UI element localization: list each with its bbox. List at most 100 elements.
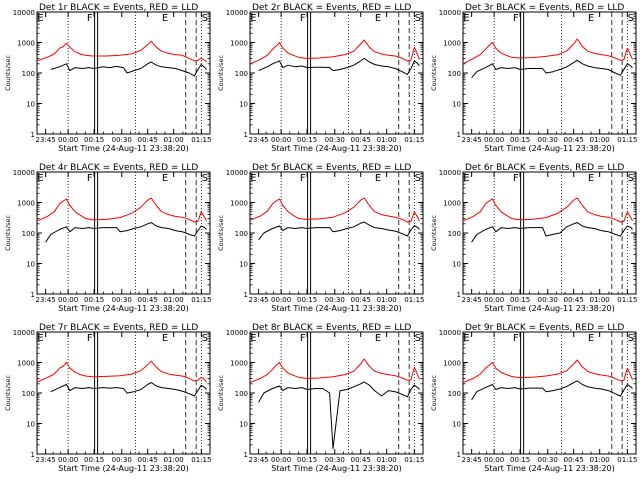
marker-letter: F [513,13,519,24]
x-tick-label: 01:00 [377,456,397,464]
y-tick-label: 1000 [443,200,461,208]
x-tick-label: 00:15 [297,456,317,464]
x-tick-label: 23:45 [36,136,56,144]
x-axis-label: Start Time (24-Aug-11 23:38:20) [58,464,189,473]
marker-letter: E [162,173,168,184]
y-tick-label: 10 [239,421,248,429]
plot-frame [462,171,637,295]
y-tick-label: 10000 [13,329,35,337]
x-tick-label: 00:30 [325,456,345,464]
x-tick-label: 01:00 [164,456,184,464]
lld-series-line [36,197,207,223]
marker-letter: S [628,333,634,344]
events-series-line [258,221,420,241]
y-axis-label: Counts/sec [217,55,225,91]
detector-panel-7: Det 7r BLACK = Events, RED = LLD Counts/s… [4,323,211,473]
y-tick-label: 10000 [226,169,248,177]
x-tick-label: 23:45 [249,296,269,304]
y-tick-label: 10 [239,101,248,109]
panel-title: Det 4r BLACK = Events, RED = LLD [39,163,198,173]
x-tick-label: 00:45 [564,296,584,304]
x-tick-label: 01:00 [377,136,397,144]
y-tick-label: 1 [244,451,248,459]
x-tick-label: 23:45 [249,456,269,464]
x-tick-label: 00:15 [84,136,104,144]
marker-letter: S [202,333,208,344]
x-tick-label: 00:00 [484,136,504,144]
events-series-line [471,222,633,243]
panel-title: Det 2r BLACK = Events, RED = LLD [252,3,411,13]
y-tick-label: 10 [239,261,248,269]
y-tick-label: 100 [22,390,35,398]
y-tick-label: 10000 [439,9,461,17]
x-tick-label: 00:45 [564,456,584,464]
y-tick-label: 1000 [17,360,35,368]
marker-letter: S [628,173,634,184]
x-tick-label: 01:00 [590,136,610,144]
y-tick-label: 1000 [17,40,35,48]
marker-letter: E [588,333,594,344]
y-tick-label: 1000 [443,360,461,368]
y-tick-label: 10 [26,261,35,269]
y-tick-label: 1 [244,291,248,299]
events-series-line [471,380,633,401]
x-tick-label: 01:00 [590,296,610,304]
x-tick-label: 00:00 [484,456,504,464]
marker-letter: F [87,333,93,344]
events-series-line [45,222,207,243]
y-tick-label: 100 [448,390,461,398]
x-axis-label: Start Time (24-Aug-11 23:38:20) [484,464,615,473]
panel-title: Det 7r BLACK = Events, RED = LLD [39,323,198,333]
lld-series-line [462,359,633,384]
x-tick-label: 01:15 [404,296,424,304]
events-series-line [50,382,207,397]
x-tick-label: 23:45 [462,456,482,464]
marker-letter: S [415,173,421,184]
x-tick-label: 00:00 [484,296,504,304]
y-tick-label: 1000 [230,200,248,208]
marker-letter: E [250,13,256,24]
detector-panel-4: Det 4r BLACK = Events, RED = LLD Counts/s… [4,163,211,313]
marker-letter: E [37,13,43,24]
x-axis-label: Start Time (24-Aug-11 23:38:20) [271,144,402,153]
x-tick-label: 00:30 [112,136,132,144]
y-tick-label: 100 [448,70,461,78]
marker-letter: F [300,173,306,184]
x-tick-label: 01:15 [191,296,211,304]
marker-letter: E [463,173,469,184]
y-tick-label: 1 [31,131,35,139]
x-tick-label: 01:15 [617,296,637,304]
plot-frame [36,11,211,135]
x-tick-label: 00:00 [58,456,78,464]
y-tick-label: 1 [457,451,461,459]
y-tick-label: 10000 [439,169,461,177]
marker-letter: E [162,13,168,24]
x-tick-label: 01:15 [404,136,424,144]
x-tick-label: 23:45 [249,136,269,144]
x-axis-label: Start Time (24-Aug-11 23:38:20) [58,144,189,153]
y-tick-label: 10 [26,101,35,109]
x-tick-label: 23:45 [36,296,56,304]
x-tick-label: 00:30 [112,456,132,464]
marker-letter: F [300,333,306,344]
marker-letter: S [202,13,208,24]
lld-series-line [249,197,420,223]
x-tick-label: 00:45 [351,296,371,304]
y-tick-label: 100 [22,230,35,238]
x-tick-label: 00:00 [271,296,291,304]
plot-frame [249,331,424,455]
y-tick-label: 10 [452,101,461,109]
panel-title: Det 6r BLACK = Events, RED = LLD [465,163,624,173]
x-tick-label: 00:30 [325,136,345,144]
x-tick-label: 23:45 [462,296,482,304]
marker-letter: F [87,13,93,24]
x-tick-label: 01:15 [191,136,211,144]
marker-letter: E [463,333,469,344]
y-tick-label: 10 [26,421,35,429]
lld-series-line [36,360,207,383]
y-tick-label: 100 [235,70,248,78]
y-tick-label: 10000 [226,329,248,337]
y-tick-label: 100 [235,390,248,398]
x-tick-label: 00:00 [271,456,291,464]
panel-title: Det 1r BLACK = Events, RED = LLD [39,3,198,13]
